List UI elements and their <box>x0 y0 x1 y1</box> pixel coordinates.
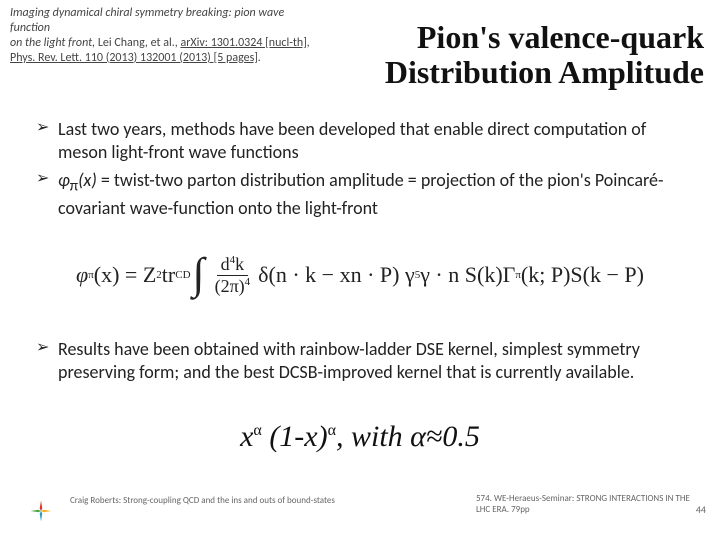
eq-lhs-phi: φ <box>76 262 88 288</box>
formula-sup1: α <box>253 422 261 439</box>
eq-frac: d4k (2π)4 <box>211 254 255 297</box>
citation-authors: Lei Chang, et al., <box>98 36 181 50</box>
bullets-bottom: ➢ Results have been obtained with rainbo… <box>36 338 696 385</box>
bullet-marker-icon: ➢ <box>36 118 58 165</box>
formula-x: x <box>240 420 253 453</box>
frac-den-sup: 4 <box>245 276 251 288</box>
eq-frac-num: d4k <box>217 254 249 276</box>
title-line2: Distribution Amplitude <box>385 54 704 90</box>
eq-delta: δ(n · k − xn · P) γ <box>258 262 415 288</box>
bullet-text-1: Last two years, methods have been develo… <box>58 118 696 165</box>
eq-lhs-arg: (x) = Z <box>94 262 157 288</box>
phi-arg: (x) <box>78 169 97 191</box>
citation-journal-post: . <box>258 51 261 65</box>
footer-right: 574. WE-Heraeus-Seminar: STRONG INTERACT… <box>476 494 706 516</box>
logo-petal-left <box>31 510 41 513</box>
formula-line: xα (1-x)α, with α≈0.5 <box>0 420 720 454</box>
bullet-marker-icon: ➢ <box>36 169 58 220</box>
frac-num-d: d <box>221 254 230 274</box>
bullet2-rest: = twist-two parton distribution amplitud… <box>58 169 663 219</box>
phi-symbol: φ <box>58 169 70 191</box>
page-title: Pion's valence-quark Distribution Amplit… <box>385 20 704 90</box>
bullet-text-2: φπ(x) = twist-two parton distribution am… <box>58 169 696 220</box>
list-item: ➢ Results have been obtained with rainbo… <box>36 338 696 385</box>
frac-den-pre: (2π) <box>215 276 245 296</box>
formula-sup2: α <box>328 422 336 439</box>
bullet-marker-icon: ➢ <box>36 338 58 385</box>
footer-left: Craig Roberts: Strong-coupling QCD and t… <box>70 495 335 506</box>
citation-line1: Imaging dynamical chiral symmetry breaki… <box>10 6 284 35</box>
logo-petal-bottom <box>40 511 43 521</box>
frac-num-k: k <box>235 254 244 274</box>
citation-journal-pre: , <box>307 36 310 50</box>
bullets-top: ➢ Last two years, methods have been deve… <box>36 118 696 224</box>
eq-frac-den: (2π)4 <box>211 276 255 297</box>
formula-tail: , with α≈0.5 <box>336 420 480 453</box>
eq-tr-sub: CD <box>175 269 190 281</box>
bullet-text-3: Results have been obtained with rainbow-… <box>58 338 696 385</box>
eq-tr: tr <box>162 262 175 288</box>
formula-mid: (1-x) <box>262 420 328 453</box>
title-line1: Pion's valence-quark <box>417 19 704 55</box>
equation-block: φπ(x) = Z2trCD ∫ d4k (2π)4 δ(n · k − xn … <box>12 240 708 310</box>
logo-petal-right <box>41 510 51 513</box>
citation-journal: Phys. Rev. Lett. 110 (2013) 132001 (2013… <box>10 51 258 65</box>
list-item: ➢ Last two years, methods have been deve… <box>36 118 696 165</box>
citation-block: Imaging dynamical chiral symmetry breaki… <box>10 6 320 66</box>
citation-line2-pre: on the light front, <box>10 36 98 50</box>
page-number: 44 <box>696 504 706 516</box>
eq-gamma-n: γ · n S(k)Γ <box>420 262 515 288</box>
logo-petal-top <box>40 501 43 511</box>
list-item: ➢ φπ(x) = twist-two parton distribution … <box>36 169 696 220</box>
eq-tail: (k; P)S(k − P) <box>521 262 644 288</box>
citation-arxiv: arXiv: 1301.0324 [nucl-th] <box>180 36 306 50</box>
footer-right-text: 574. WE-Heraeus-Seminar: STRONG INTERACT… <box>476 493 690 515</box>
pi-subscript: π <box>70 177 78 195</box>
integral-icon: ∫ <box>193 248 205 299</box>
logo-icon <box>28 498 54 524</box>
